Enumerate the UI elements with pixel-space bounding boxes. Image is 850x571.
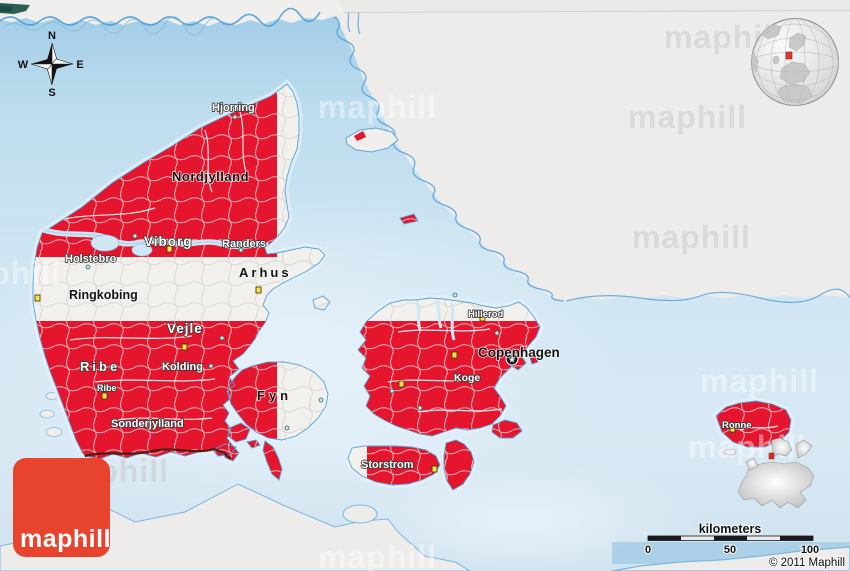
label-sonderjylland: Sonderjylland [111,418,184,430]
star-icon: ★ [508,355,516,365]
watermark: maphill [318,539,437,571]
watermark: maphill [700,363,819,399]
compass-east: E [76,59,83,71]
panel-background-strip [338,0,850,12]
globe-locator[interactable] [748,18,839,106]
label-ribe-town: Ribe [97,383,117,393]
europe-inset [723,437,815,509]
compass-south: S [48,87,55,99]
copyright-text[interactable]: © 2011 Maphill [768,556,846,570]
label-ribe-county: Ribe [80,359,120,374]
watermark: maphill [632,219,751,255]
watermark: maphill [628,99,747,135]
fehmarn-island [342,504,378,524]
map-panel-edge [343,10,850,13]
sweden-land [333,0,850,303]
label-koge: Koge [454,372,480,384]
saltholm-island [529,356,539,365]
scale-bar: kilometers 0 50 100 [644,521,820,557]
town-square-markers [34,245,736,473]
label-randers: Randers [222,238,266,250]
capital-star-marker: ★ [505,352,519,366]
label-ringkobing: Ringkobing [69,288,138,302]
label-hillerod: Hillerod [468,309,504,320]
compass-rose: N S W E [18,30,84,99]
shallow-water-glow-south [340,460,700,571]
maphill-logo[interactable]: maphill [13,458,111,557]
label-hjorring: Hjorring [212,102,255,114]
label-nordjylland: Nordjylland [172,169,249,184]
label-vejle: Vejle [167,321,203,336]
label-ronne: Ronne [722,420,752,431]
county-borders [59,111,779,431]
scale-tick-0: 0 [645,544,651,556]
label-layer: Hjorring Nordjylland Viborg Randers Hols… [64,101,752,472]
city-markers: ★ [34,114,736,473]
label-viborg: Viborg [144,234,193,249]
label-holstebro: Holstebro [65,253,117,265]
country-border-line [84,447,232,460]
zealand-fjords [415,299,456,341]
norway-land [0,0,430,36]
watermark: maphill [318,89,437,125]
german-baltic-coast [611,546,850,571]
compass-west: W [18,59,29,71]
label-copenhagen: Copenhagen [478,345,560,360]
scale-tick-50: 50 [724,544,736,556]
wadden-island [39,409,55,419]
label-fyn: Fyn [257,388,292,403]
watermark: maphill [0,255,61,291]
label-arhus: Arhus [239,265,292,280]
germany-land [0,392,850,571]
village-dot-markers [85,114,500,431]
laeso-red-tip [354,131,366,141]
inset-denmark-marker [768,452,775,460]
scale-tick-100: 100 [801,544,819,556]
label-kolding: Kolding [162,361,203,373]
logo-text: maphill [20,525,111,553]
wadden-island [45,427,63,437]
compass-north: N [48,30,56,42]
scale-title: kilometers [699,522,762,536]
label-storstrom: Storstrom [361,459,414,471]
limfjord [43,227,269,257]
globe-denmark-marker [785,51,793,60]
